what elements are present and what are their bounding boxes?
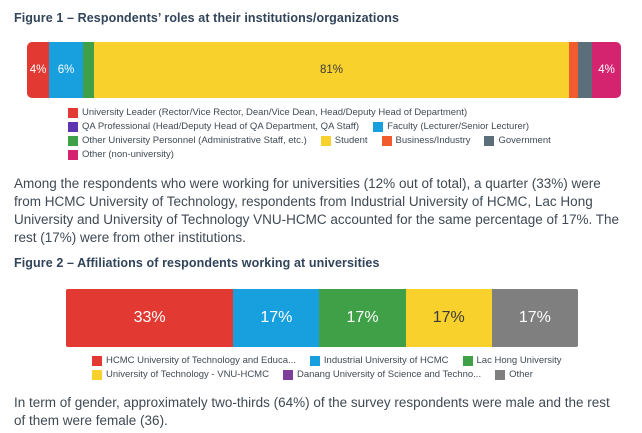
segment-student: 81%: [94, 42, 569, 98]
segment-other: 4%: [592, 42, 621, 98]
bar-segment-label: 4%: [29, 64, 47, 76]
bar-segment-label: 33%: [133, 309, 166, 326]
bar-segment-label: 81%: [319, 64, 344, 76]
legend-item: Lac Hong University: [462, 354, 562, 368]
legend-swatch-icon: [381, 136, 392, 146]
legend-item: Business/Industry: [381, 134, 471, 148]
figure2-stacked-bar: 33% 17% 17% 17% 17%: [66, 289, 578, 347]
legend-item: Other University Personnel (Administrati…: [68, 134, 307, 148]
bar-segment-label: 17%: [346, 309, 379, 326]
legend-item: Faculty (Lecturer/Senior Lecturer): [373, 120, 529, 134]
legend-item: Government: [484, 134, 551, 148]
legend-label: Danang University of Science and Techno.…: [296, 369, 482, 380]
paragraph-universities: Among the respondents who were working f…: [14, 176, 620, 245]
figure2-title: Figure 2 – Affiliations of respondents w…: [14, 256, 380, 270]
segment-hcmc-ute: 33%: [66, 289, 234, 347]
legend-label: Faculty (Lecturer/Senior Lecturer): [387, 121, 530, 132]
legend-label: QA Professional (Head/Deputy Head of QA …: [82, 121, 360, 132]
legend-label: University Leader (Rector/Vice Rector, D…: [82, 107, 468, 118]
legend-label: HCMC University of Technology and Educa.…: [106, 355, 296, 366]
segment-other: 17%: [491, 289, 578, 347]
legend-swatch-icon: [282, 370, 293, 380]
segment-other-personnel: [83, 42, 94, 98]
legend-item: Danang University of Science and Techno.…: [282, 368, 482, 382]
legend-label: Other: [509, 369, 533, 380]
legend-item: QA Professional (Head/Deputy Head of QA …: [68, 120, 359, 134]
legend-swatch-icon: [309, 356, 320, 366]
legend-item: HCMC University of Technology and Educa.…: [92, 354, 296, 368]
segment-industrial-univ: 17%: [233, 289, 320, 347]
legend-swatch-icon: [68, 108, 78, 118]
legend-label: Government: [498, 135, 551, 146]
bar-segment-label: 4%: [598, 64, 615, 76]
legend-item: Other (non-university): [68, 148, 174, 162]
legend-label: Other University Personnel (Administrati…: [82, 135, 307, 146]
legend-label: University of Technology - VNU-HCMC: [106, 369, 269, 380]
legend-swatch-icon: [373, 122, 384, 132]
figure1-stacked-bar: 4% 6% 81% 4%: [27, 42, 621, 98]
legend-swatch-icon: [320, 136, 331, 146]
segment-faculty: 6%: [49, 42, 83, 98]
segment-government: [578, 42, 592, 98]
figure1-title: Figure 1 – Respondents’ roles at their i…: [14, 11, 400, 25]
legend-item: Other: [495, 368, 533, 382]
legend-item: University of Technology - VNU-HCMC: [92, 368, 269, 382]
legend-item: Industrial University of HCMC: [309, 354, 449, 368]
bar-segment-label: 17%: [432, 309, 465, 326]
legend-label: Lac Hong University: [476, 355, 562, 366]
legend-swatch-icon: [68, 136, 78, 146]
paragraph-gender: In term of gender, approximately two-thi…: [14, 395, 610, 428]
legend-swatch-icon: [92, 370, 102, 380]
legend-label: Student: [334, 135, 368, 146]
legend-swatch-icon: [68, 122, 78, 132]
legend-label: Other (non-university): [82, 149, 174, 160]
figure2-legend: HCMC University of Technology and Educa.…: [92, 354, 594, 382]
legend-label: Industrial University of HCMC: [323, 355, 449, 366]
bar-segment-label: 6%: [57, 64, 75, 76]
bar-segment-label: 17%: [260, 309, 293, 326]
segment-business-industry: [569, 42, 578, 98]
legend-swatch-icon: [462, 356, 473, 366]
segment-university-leader: 4%: [27, 42, 49, 98]
segment-lac-hong: 17%: [319, 289, 406, 347]
legend-swatch-icon: [495, 370, 506, 380]
legend-swatch-icon: [68, 150, 78, 160]
figure1-legend: University Leader (Rector/Vice Rector, D…: [68, 106, 628, 162]
legend-item: University Leader (Rector/Vice Rector, D…: [68, 106, 467, 120]
legend-swatch-icon: [484, 136, 495, 146]
segment-ut-vnu-hcmc: 17%: [405, 289, 492, 347]
legend-label: Business/Industry: [395, 135, 471, 146]
legend-item: Student: [320, 134, 368, 148]
legend-swatch-icon: [92, 356, 102, 366]
bar-segment-label: 17%: [518, 309, 551, 326]
